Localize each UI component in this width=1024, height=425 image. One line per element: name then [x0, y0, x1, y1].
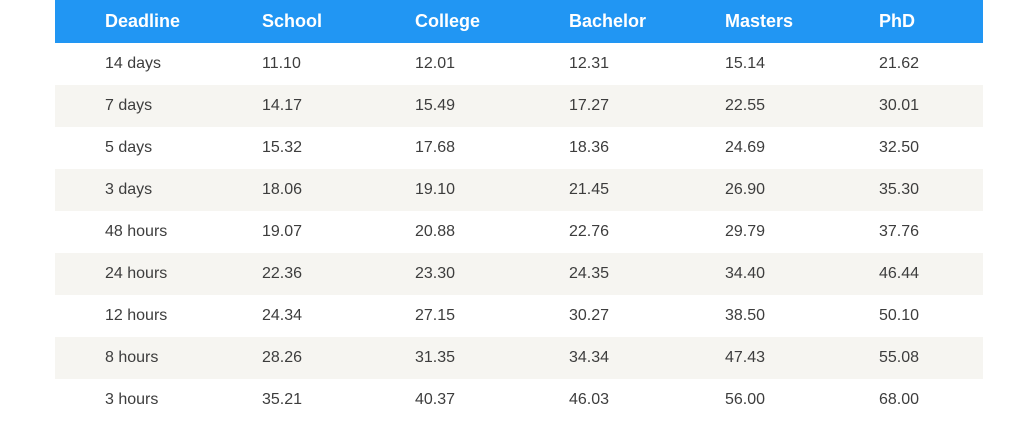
column-header-deadline: Deadline	[105, 11, 181, 31]
price-cell: 24.69	[725, 139, 766, 156]
price-cell: 28.26	[262, 349, 303, 366]
price-cell: 30.01	[879, 97, 920, 114]
table-header-row: Deadline School College Bachelor Masters PhD	[55, 0, 983, 43]
price-cell: 18.36	[569, 139, 610, 156]
column-header-bachelor: Bachelor	[569, 11, 647, 31]
price-cell: 35.21	[262, 391, 303, 408]
column-header-college: College	[415, 11, 481, 31]
price-cell: 19.07	[262, 223, 303, 240]
pricing-table: Deadline School College Bachelor Masters PhD …	[55, 0, 983, 421]
table-row: 48 hours 19.07 20.88 22.76 29.79 37.76	[55, 211, 983, 253]
price-cell: 19.10	[415, 181, 456, 198]
price-cell: 21.62	[879, 55, 920, 72]
price-cell: 15.14	[725, 55, 766, 72]
price-cell: 20.88	[415, 223, 456, 240]
price-cell: 46.03	[569, 391, 610, 408]
deadline-cell: 3 days	[105, 181, 153, 198]
table-row: 3 hours 35.21 40.37 46.03 56.00 68.00	[55, 379, 983, 421]
price-cell: 56.00	[725, 391, 766, 408]
deadline-cell: 7 days	[105, 97, 153, 114]
pricing-table-grid: Deadline School College Bachelor Masters PhD …	[55, 0, 983, 421]
price-cell: 32.50	[879, 139, 920, 156]
table-row: 5 days 15.32 17.68 18.36 24.69 32.50	[55, 127, 983, 169]
table-row: 8 hours 28.26 31.35 34.34 47.43 55.08	[55, 337, 983, 379]
price-cell: 22.36	[262, 265, 303, 282]
price-cell: 47.43	[725, 349, 766, 366]
column-header-phd: PhD	[879, 11, 915, 31]
price-cell: 40.37	[415, 391, 456, 408]
price-cell: 46.44	[879, 265, 920, 282]
price-cell: 14.17	[262, 97, 303, 114]
price-cell: 24.34	[262, 307, 303, 324]
price-cell: 22.55	[725, 97, 766, 114]
price-cell: 12.01	[415, 55, 456, 72]
table-row: 12 hours 24.34 27.15 30.27 38.50 50.10	[55, 295, 983, 337]
deadline-cell: 24 hours	[105, 265, 168, 282]
price-cell: 31.35	[415, 349, 456, 366]
table-row: 14 days 11.10 12.01 12.31 15.14 21.62	[55, 43, 983, 85]
table-row: 3 days 18.06 19.10 21.45 26.90 35.30	[55, 169, 983, 211]
price-cell: 11.10	[262, 55, 301, 72]
price-cell: 15.49	[415, 97, 456, 114]
price-cell: 17.27	[569, 97, 610, 114]
price-cell: 17.68	[415, 139, 456, 156]
price-cell: 35.30	[879, 181, 920, 198]
price-cell: 55.08	[879, 349, 920, 366]
price-cell: 34.40	[725, 265, 766, 282]
deadline-cell: 12 hours	[105, 307, 168, 324]
price-cell: 30.27	[569, 307, 610, 324]
deadline-cell: 5 days	[105, 139, 153, 156]
deadline-cell: 8 hours	[105, 349, 159, 366]
price-cell: 27.15	[415, 307, 456, 324]
column-header-masters: Masters	[725, 11, 794, 31]
deadline-cell: 3 hours	[105, 391, 159, 408]
table-row: 24 hours 22.36 23.30 24.35 34.40 46.44	[55, 253, 983, 295]
price-cell: 18.06	[262, 181, 303, 198]
column-header-school: School	[262, 11, 323, 31]
price-cell: 22.76	[569, 223, 610, 240]
price-cell: 24.35	[569, 265, 610, 282]
price-cell: 37.76	[879, 223, 920, 240]
price-cell: 38.50	[725, 307, 766, 324]
price-cell: 29.79	[725, 223, 766, 240]
price-cell: 34.34	[569, 349, 610, 366]
price-cell: 15.32	[262, 139, 303, 156]
deadline-cell: 14 days	[105, 55, 162, 72]
price-cell: 23.30	[415, 265, 456, 282]
price-cell: 12.31	[569, 55, 610, 72]
price-cell: 21.45	[569, 181, 610, 198]
price-cell: 68.00	[879, 391, 920, 408]
deadline-cell: 48 hours	[105, 223, 168, 240]
price-cell: 26.90	[725, 181, 766, 198]
price-cell: 50.10	[879, 307, 920, 324]
table-row: 7 days 14.17 15.49 17.27 22.55 30.01	[55, 85, 983, 127]
